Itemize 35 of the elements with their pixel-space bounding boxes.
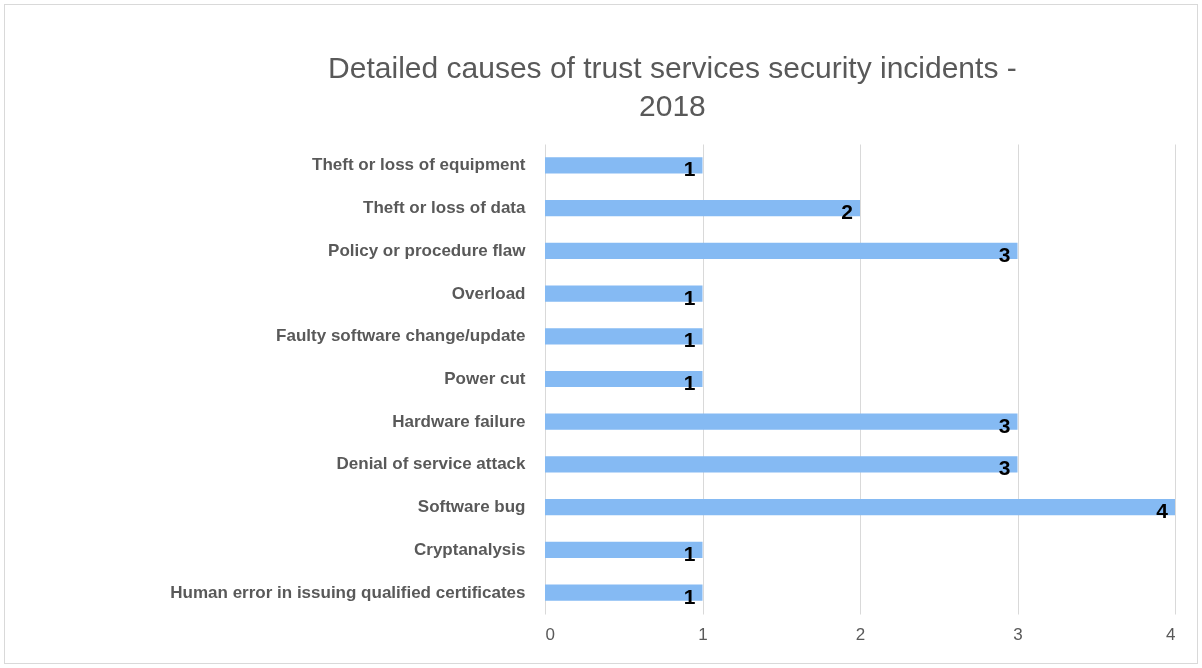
data-label: 1 (683, 541, 696, 565)
y-tick-label: Overload (451, 283, 526, 303)
bar (545, 499, 1175, 516)
x-tick-label: 0 (545, 624, 555, 644)
data-label: 3 (998, 456, 1011, 480)
data-label: 1 (683, 157, 696, 181)
y-tick-label: Theft or loss of equipment (312, 155, 526, 175)
data-label: 1 (683, 371, 696, 394)
y-tick-label: Theft or loss of data (363, 198, 527, 218)
x-tick-label: 2 (855, 624, 866, 644)
bar (545, 370, 703, 388)
y-tick-label: Power cut (444, 369, 526, 388)
data-label: 1 (683, 285, 696, 309)
bar (545, 199, 860, 217)
bar (545, 328, 703, 345)
y-tick-label: Faulty software change/update (276, 326, 526, 346)
data-label: 1 (683, 584, 696, 608)
x-tick-label: 3 (1013, 624, 1023, 644)
bar (545, 541, 703, 559)
data-label: 4 (1156, 499, 1169, 523)
y-tick-label: Denial of service attack (336, 454, 527, 474)
data-label: 3 (998, 242, 1011, 266)
y-tick-label: Policy or procedure flaw (328, 240, 527, 260)
x-tick-label: 1 (698, 624, 708, 644)
x-tick-label: 4 (1166, 624, 1176, 644)
y-tick-label: Human error in issuing qualified certificates (170, 582, 526, 602)
y-tick-label: Cryptanalysis (414, 539, 526, 559)
y-tick-label: Hardware failure (392, 411, 526, 431)
data-label: 1 (683, 328, 696, 352)
data-label: 3 (998, 413, 1011, 437)
bar (545, 157, 703, 174)
bar (545, 456, 1018, 473)
y-tick-label: Software bug (417, 497, 526, 517)
data-label: 2 (841, 200, 853, 224)
chart-title: Detailed causes of trust services security incidents - 2018 (328, 51, 1017, 122)
